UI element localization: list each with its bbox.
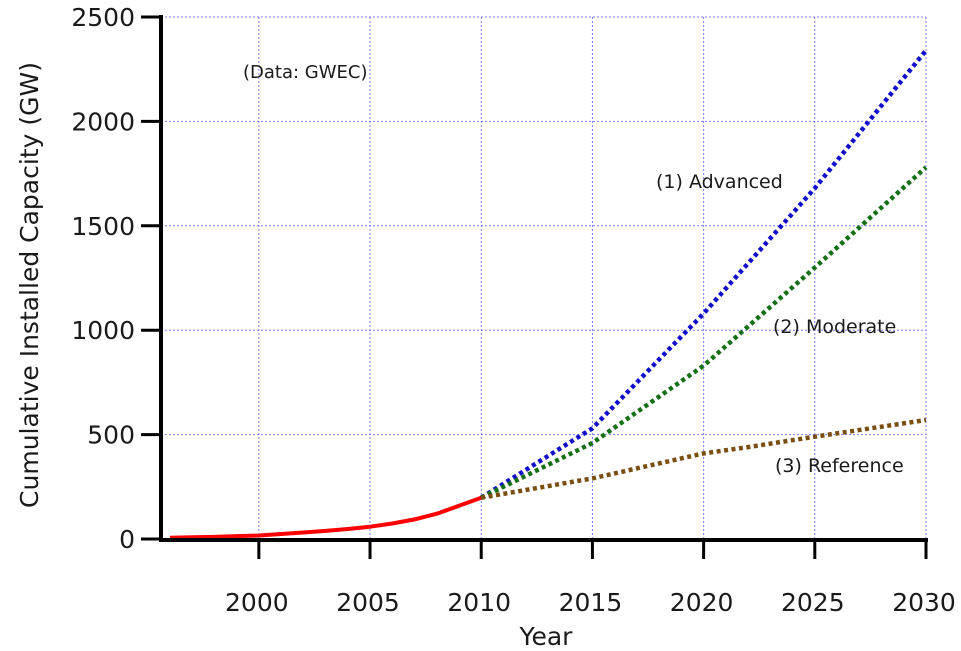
x-tick-label: 2015 [559,588,623,617]
x-tick-label: 2030 [892,588,956,617]
x-tick-label: 2025 [781,588,845,617]
x-tick-label: 2020 [670,588,734,617]
x-tick-label: 2005 [336,588,400,617]
y-tick-label: 0 [119,525,135,554]
y-tick-label: 500 [87,421,135,450]
series-label-advanced: (1) Advanced [656,171,783,193]
series-lines [169,48,928,540]
y-tick-label: 2500 [71,3,135,32]
x-tick-label: 2000 [225,588,289,617]
series-line-historical [169,495,482,540]
data-source-note: (Data: GWEC) [243,62,368,83]
series-label-reference: (3) Reference [775,455,904,477]
y-tick-label: 1000 [71,316,135,345]
grid [161,16,927,539]
series-line-moderate [480,165,928,500]
series-label-moderate: (2) Moderate [773,316,896,338]
series-line-reference [480,417,927,500]
ticks: 0 500 1000 1500 2000 2500 2000 2005 2010 2015 2020… [71,3,955,617]
y-axis-title: Cumulative Installed Capacity (GW) [15,62,44,508]
x-axis-title: Year [519,622,574,651]
y-tick-label: 1500 [71,212,135,241]
x-tick-label: 2010 [447,588,511,617]
axes [159,15,928,542]
y-tick-label: 2000 [71,107,135,136]
